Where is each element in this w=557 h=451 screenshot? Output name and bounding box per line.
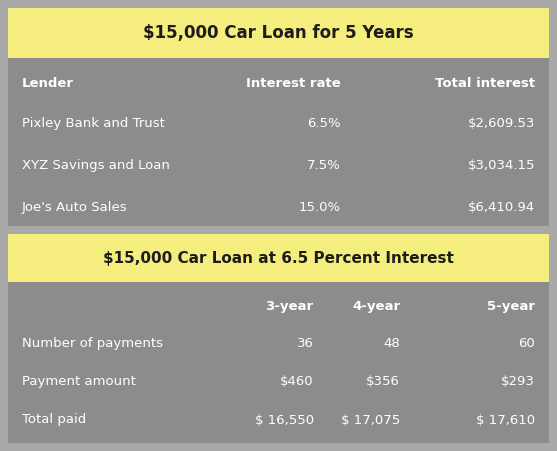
Text: 15.0%: 15.0% (299, 201, 341, 214)
Text: $ 17,610: $ 17,610 (476, 414, 535, 427)
Text: Payment amount: Payment amount (22, 375, 136, 388)
Text: $460: $460 (280, 375, 314, 388)
Text: Total interest: Total interest (435, 77, 535, 90)
Text: XYZ Savings and Loan: XYZ Savings and Loan (22, 159, 170, 171)
Text: 48: 48 (383, 337, 400, 350)
Text: $ 16,550: $ 16,550 (255, 414, 314, 427)
Bar (8, 58, 549, 226)
Text: 36: 36 (297, 337, 314, 350)
Bar (8, 226, 549, 234)
Text: Total paid: Total paid (22, 414, 86, 427)
Text: $293: $293 (501, 375, 535, 388)
Text: $2,609.53: $2,609.53 (468, 117, 535, 129)
Text: $6,410.94: $6,410.94 (468, 201, 535, 214)
Text: 5-year: 5-year (487, 300, 535, 313)
Bar (8, 234, 549, 282)
Bar (8, 8, 549, 58)
Text: 7.5%: 7.5% (307, 159, 341, 171)
Text: $15,000 Car Loan at 6.5 Percent Interest: $15,000 Car Loan at 6.5 Percent Interest (103, 250, 454, 266)
Text: Joe's Auto Sales: Joe's Auto Sales (22, 201, 128, 214)
Text: $15,000 Car Loan for 5 Years: $15,000 Car Loan for 5 Years (143, 24, 414, 42)
Text: $3,034.15: $3,034.15 (467, 159, 535, 171)
Bar (8, 282, 549, 443)
Text: 4-year: 4-year (352, 300, 400, 313)
Text: 60: 60 (518, 337, 535, 350)
Text: 3-year: 3-year (266, 300, 314, 313)
Text: Lender: Lender (22, 77, 74, 90)
Text: $356: $356 (367, 375, 400, 388)
Text: Interest rate: Interest rate (246, 77, 341, 90)
Text: Number of payments: Number of payments (22, 337, 163, 350)
Text: Pixley Bank and Trust: Pixley Bank and Trust (22, 117, 165, 129)
Text: $ 17,075: $ 17,075 (341, 414, 400, 427)
Text: 6.5%: 6.5% (307, 117, 341, 129)
